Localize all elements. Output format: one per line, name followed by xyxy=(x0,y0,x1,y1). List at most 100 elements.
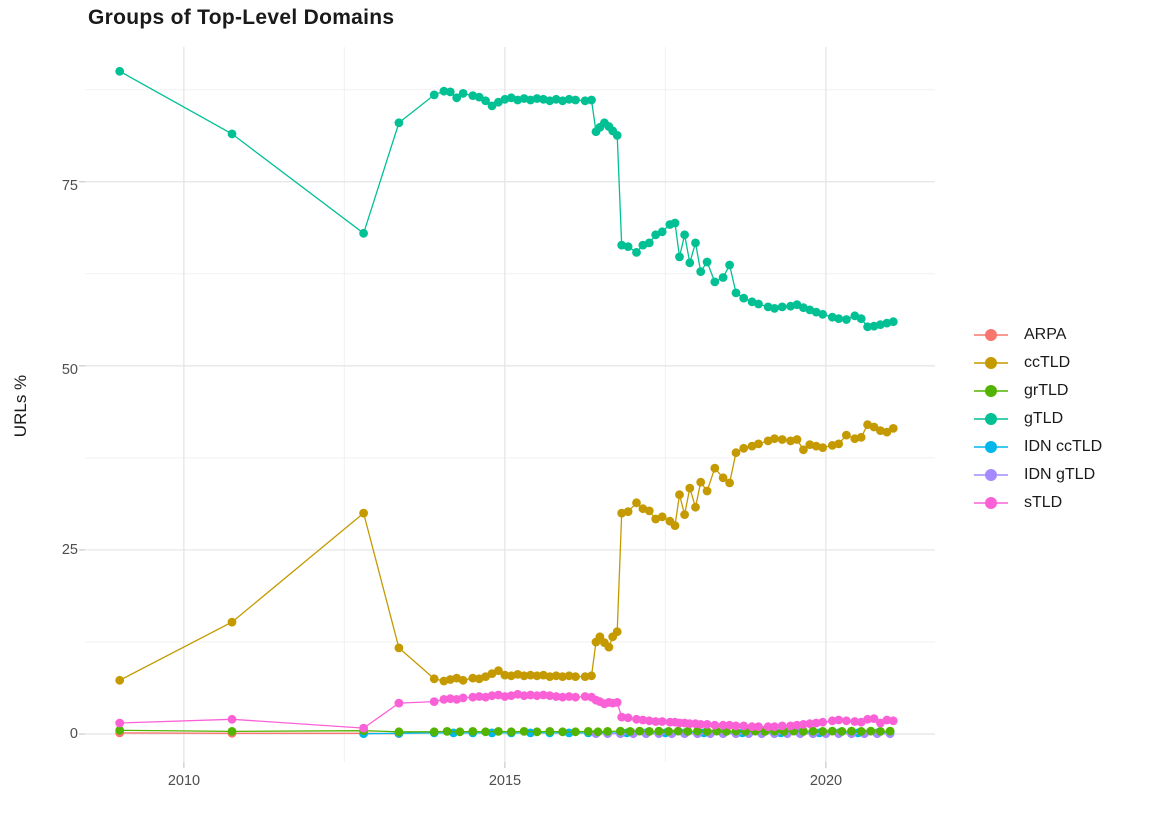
data-point xyxy=(558,672,567,681)
data-point xyxy=(587,671,596,681)
data-point xyxy=(718,720,728,730)
data-point xyxy=(644,238,654,248)
data-point xyxy=(696,477,706,487)
data-point xyxy=(506,727,516,737)
data-point xyxy=(799,720,808,729)
data-point xyxy=(885,726,895,736)
data-point xyxy=(799,445,808,455)
legend-key-swatch xyxy=(974,328,1008,342)
axis-ticks xyxy=(79,181,827,768)
data-point xyxy=(612,627,622,637)
legend-label: sTLD xyxy=(1024,494,1063,511)
legend-label: gTLD xyxy=(1024,410,1064,427)
x-tick-2010: 2010 xyxy=(167,773,201,789)
data-point xyxy=(673,726,683,736)
data-point xyxy=(754,722,763,732)
data-point xyxy=(532,671,542,681)
data-point xyxy=(526,670,535,680)
data-point xyxy=(888,424,898,433)
data-point xyxy=(644,716,654,726)
data-point xyxy=(657,512,667,522)
data-point xyxy=(115,718,125,728)
data-point xyxy=(876,727,885,736)
data-point xyxy=(487,691,497,701)
data-point xyxy=(856,432,866,442)
chart-title: Groups of Top-Level Domains xyxy=(88,6,395,29)
data-point xyxy=(604,642,614,652)
data-point xyxy=(827,726,837,736)
data-point xyxy=(888,716,898,726)
legend-item-idn-cctld: IDN ccTLD xyxy=(974,433,1102,461)
legend-label: IDN ccTLD xyxy=(1024,438,1103,455)
data-point xyxy=(664,727,673,736)
data-point xyxy=(617,712,627,722)
data-point xyxy=(500,692,510,701)
legend-key-swatch xyxy=(974,412,1008,426)
data-point xyxy=(519,691,529,701)
legend-label: ARPA xyxy=(1024,326,1067,343)
data-point xyxy=(763,722,773,732)
data-point xyxy=(583,727,593,736)
data-point xyxy=(710,277,720,287)
data-point xyxy=(847,726,856,736)
legend-item-idn-gtld: IDN gTLD xyxy=(974,461,1102,489)
data-point xyxy=(856,314,866,324)
data-point xyxy=(494,666,503,676)
data-point xyxy=(632,714,641,724)
data-point xyxy=(481,727,490,737)
data-point xyxy=(731,288,741,298)
data-point xyxy=(519,671,529,681)
data-point xyxy=(644,506,654,516)
data-point xyxy=(837,727,847,736)
legend-item-grtld: grTLD xyxy=(974,377,1102,405)
y-axis-title: URLs % xyxy=(11,374,30,438)
data-point xyxy=(856,727,866,736)
y-tick-25: 25 xyxy=(61,542,78,558)
data-point xyxy=(869,422,879,432)
data-point xyxy=(468,692,478,702)
legend-item-stld: sTLD xyxy=(974,489,1102,517)
y-tick-50: 50 xyxy=(61,362,78,378)
y-tick-75: 75 xyxy=(61,178,78,194)
data-point xyxy=(725,260,734,270)
data-point xyxy=(882,715,892,725)
data-point xyxy=(680,230,689,240)
data-point xyxy=(429,697,439,706)
series-sTLD xyxy=(115,689,898,733)
data-point xyxy=(710,463,720,473)
data-point xyxy=(458,89,468,98)
legend-key-swatch xyxy=(974,468,1008,482)
data-point xyxy=(691,502,700,512)
data-point xyxy=(394,643,404,653)
x-tick-2015: 2015 xyxy=(488,773,522,789)
data-point xyxy=(571,672,580,681)
data-point xyxy=(818,309,828,319)
data-point xyxy=(827,716,837,726)
data-point xyxy=(718,273,728,282)
data-point xyxy=(526,690,535,700)
data-point xyxy=(580,672,590,681)
data-point xyxy=(770,722,779,732)
data-point xyxy=(468,727,478,736)
data-point xyxy=(115,725,125,735)
data-point xyxy=(603,727,612,736)
data-point xyxy=(834,314,844,324)
legend-key-swatch xyxy=(974,440,1008,454)
data-point xyxy=(739,721,749,731)
data-point xyxy=(635,726,645,736)
data-point xyxy=(429,727,439,737)
data-point xyxy=(564,692,574,701)
data-point xyxy=(394,727,404,737)
data-point xyxy=(612,698,622,707)
data-point xyxy=(685,483,695,493)
data-point xyxy=(439,86,449,96)
data-point xyxy=(739,443,749,453)
data-point xyxy=(616,726,625,736)
data-point xyxy=(623,713,633,723)
data-point xyxy=(654,726,664,736)
legend-item-gtld: gTLD xyxy=(974,405,1102,433)
data-point xyxy=(227,617,237,627)
data-point xyxy=(532,94,542,103)
data-point xyxy=(571,95,580,105)
